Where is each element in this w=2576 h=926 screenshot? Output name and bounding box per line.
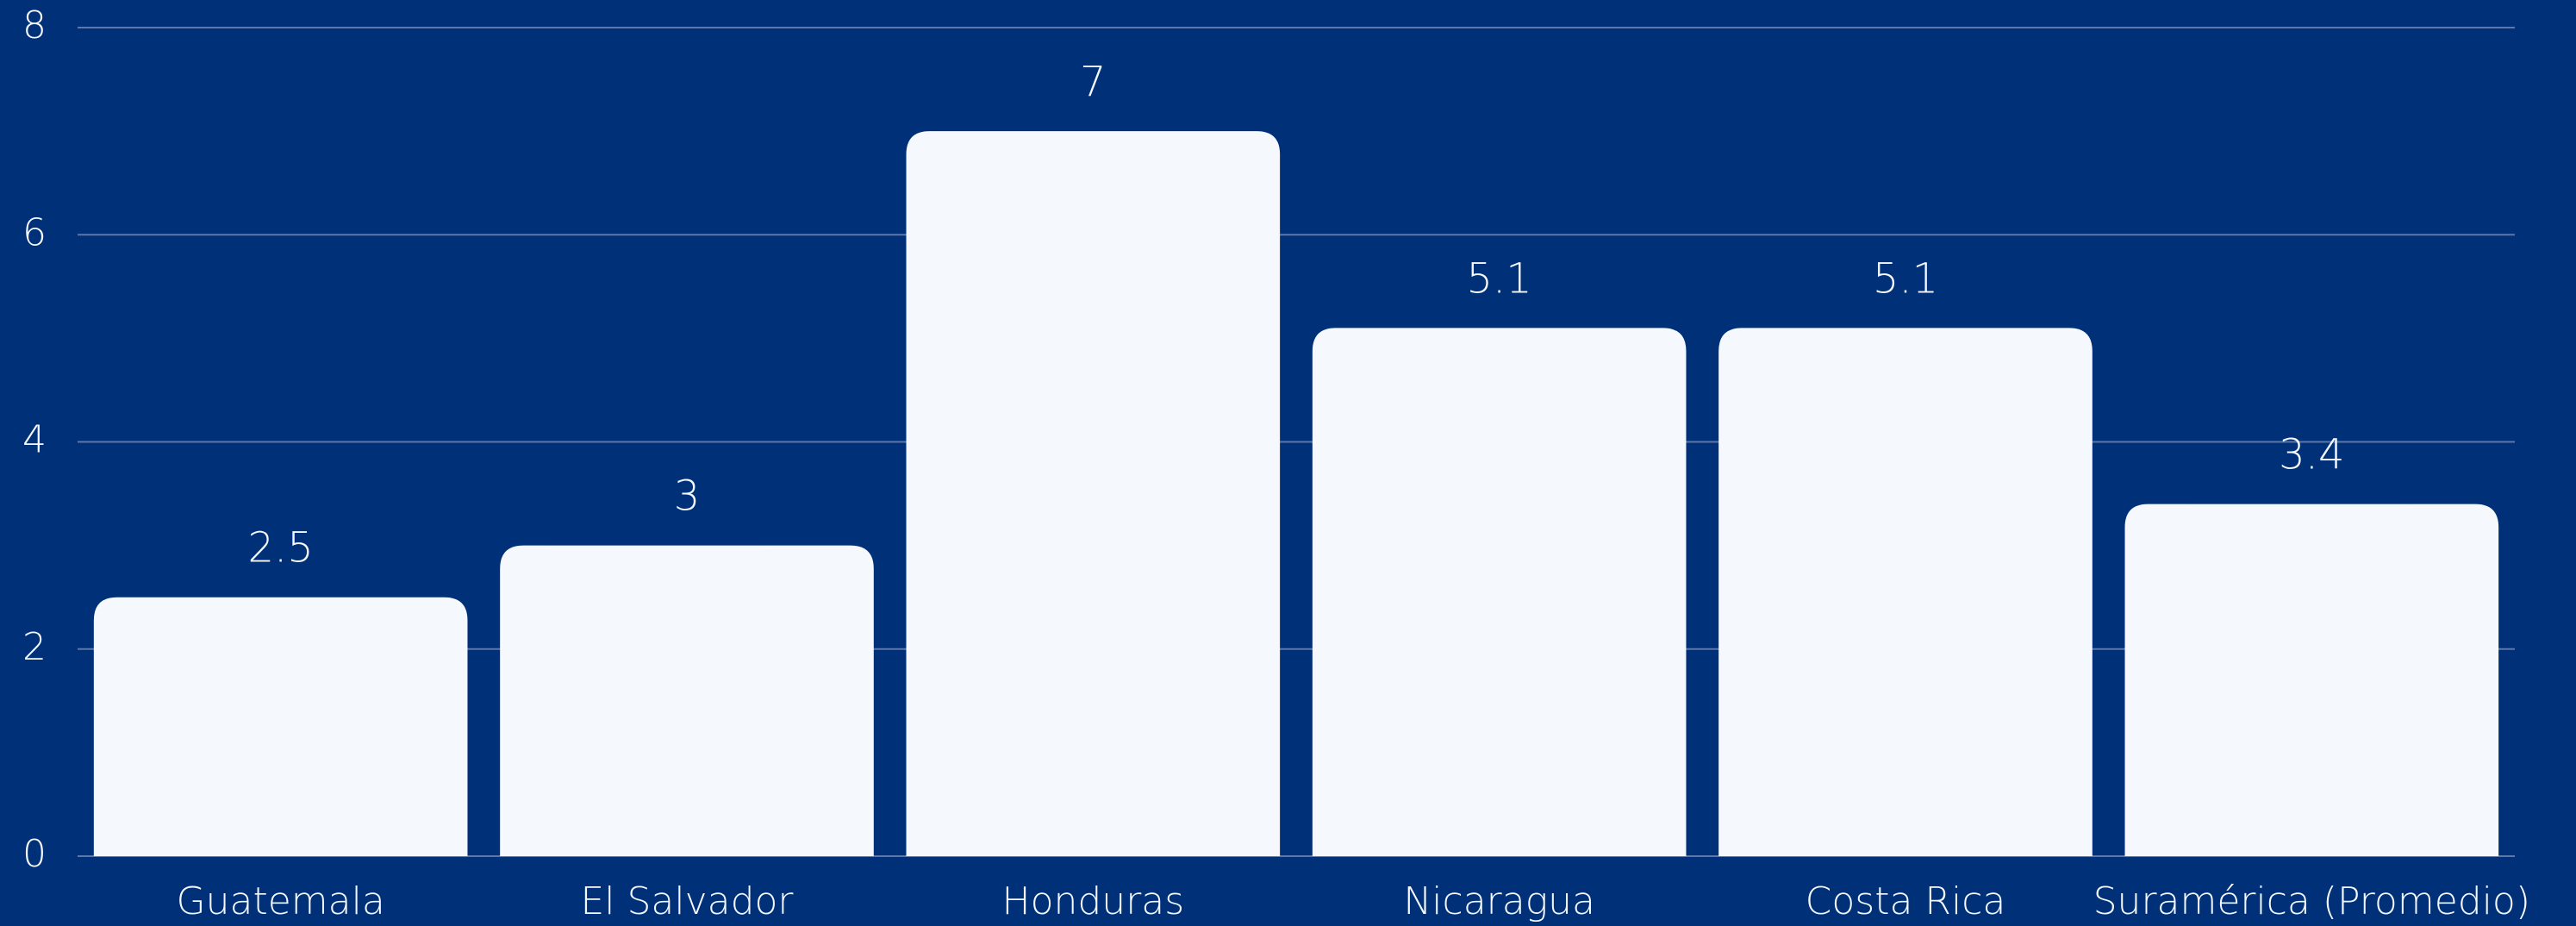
y-tick-label: 8 xyxy=(22,3,47,47)
value-label: 5.1 xyxy=(1466,254,1531,303)
y-tick-label: 4 xyxy=(22,418,47,462)
y-tick-label: 2 xyxy=(22,625,47,669)
bar xyxy=(93,597,468,856)
bar xyxy=(1312,328,1687,856)
bar xyxy=(2124,504,2499,856)
y-tick-label: 6 xyxy=(22,210,47,254)
x-tick-label: Honduras xyxy=(1001,879,1184,923)
value-label: 2.5 xyxy=(247,524,313,572)
x-tick-label: Suramérica (Promedio) xyxy=(2093,879,2530,923)
value-label: 3 xyxy=(674,472,701,521)
bar xyxy=(500,545,874,856)
x-tick-label: Guatemala xyxy=(177,879,385,923)
bar xyxy=(1718,328,2093,856)
x-tick-label: Costa Rica xyxy=(1806,879,2006,923)
value-label: 7 xyxy=(1080,58,1107,106)
bar xyxy=(906,131,1281,856)
x-tick-label: Nicaragua xyxy=(1403,879,1595,923)
y-tick-label: 0 xyxy=(22,832,47,876)
value-label: 5.1 xyxy=(1873,254,1938,303)
x-tick-label: El Salvador xyxy=(580,879,794,923)
value-label: 3.4 xyxy=(2279,431,2344,479)
